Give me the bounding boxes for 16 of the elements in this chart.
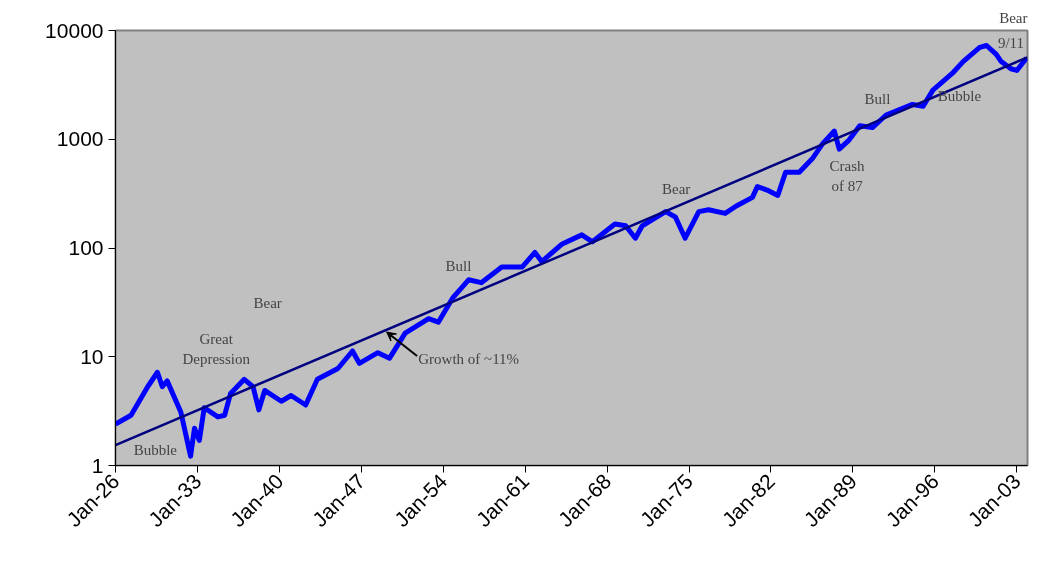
y-tick-label: 10 [80,344,104,368]
y-tick-label: 1 [91,453,104,477]
annotation: Bubble [937,87,982,104]
annotation: Bull [864,91,891,108]
y-tick-label: 10000 [45,18,104,42]
annotation: Bear [253,294,282,311]
text: Bear [999,9,1028,26]
annotation: Bear [662,180,691,197]
annotation: Great Depression [182,331,251,367]
annotation: Crash of 87 [829,158,866,194]
y-tick-label: 1000 [56,127,104,151]
annotation: Bull [445,258,472,275]
annotation: Growth of ~11% [418,350,520,367]
y-tick-label: 100 [68,236,104,259]
annotation: 9/11 [997,34,1025,51]
annotation: Bubble [133,441,178,458]
